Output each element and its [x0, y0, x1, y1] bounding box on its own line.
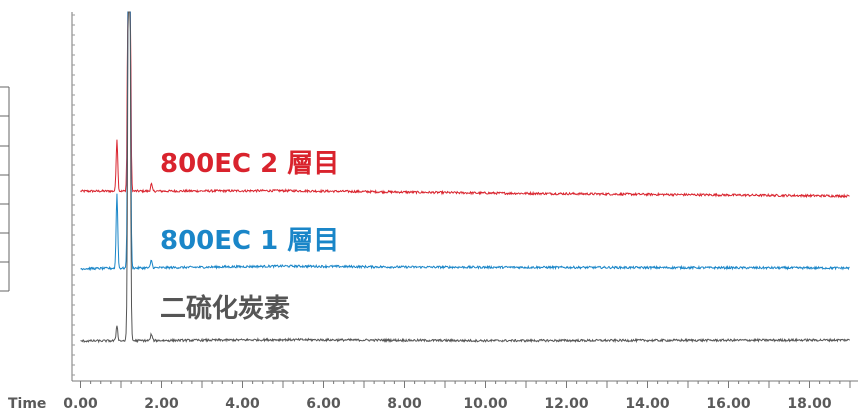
x-tick-label: 16.00	[706, 396, 751, 412]
series-label: 800EC 1 層目	[160, 226, 339, 256]
trace-line	[80, 11, 850, 199]
traces	[80, 11, 850, 344]
x-tick-label: 6.00	[306, 396, 341, 412]
trace-line	[80, 11, 850, 272]
x-tick-label: 10.00	[463, 396, 508, 412]
x-axis-ticks	[80, 381, 851, 388]
x-tick-label: 0.00	[63, 396, 98, 412]
x-tick-label: 2.00	[144, 396, 179, 412]
x-tick-label: 14.00	[625, 396, 670, 412]
series-label: 800EC 2 層目	[160, 149, 339, 179]
x-tick-label: 4.00	[225, 396, 260, 412]
x-axis-tick-labels: 0.00 2.00 4.00 6.00 8.00 10.00 12.00 14.00 16.00…	[63, 396, 832, 412]
x-axis-title: Time	[8, 396, 46, 412]
trace-line	[80, 11, 850, 344]
series-label: 二硫化炭素	[160, 293, 290, 324]
left-table-stub	[0, 86, 10, 292]
x-tick-label: 12.00	[544, 396, 589, 412]
y-axis-minor-ticks	[72, 14, 75, 376]
x-tick-label: 18.00	[787, 396, 832, 412]
x-tick-label: 8.00	[387, 396, 422, 412]
